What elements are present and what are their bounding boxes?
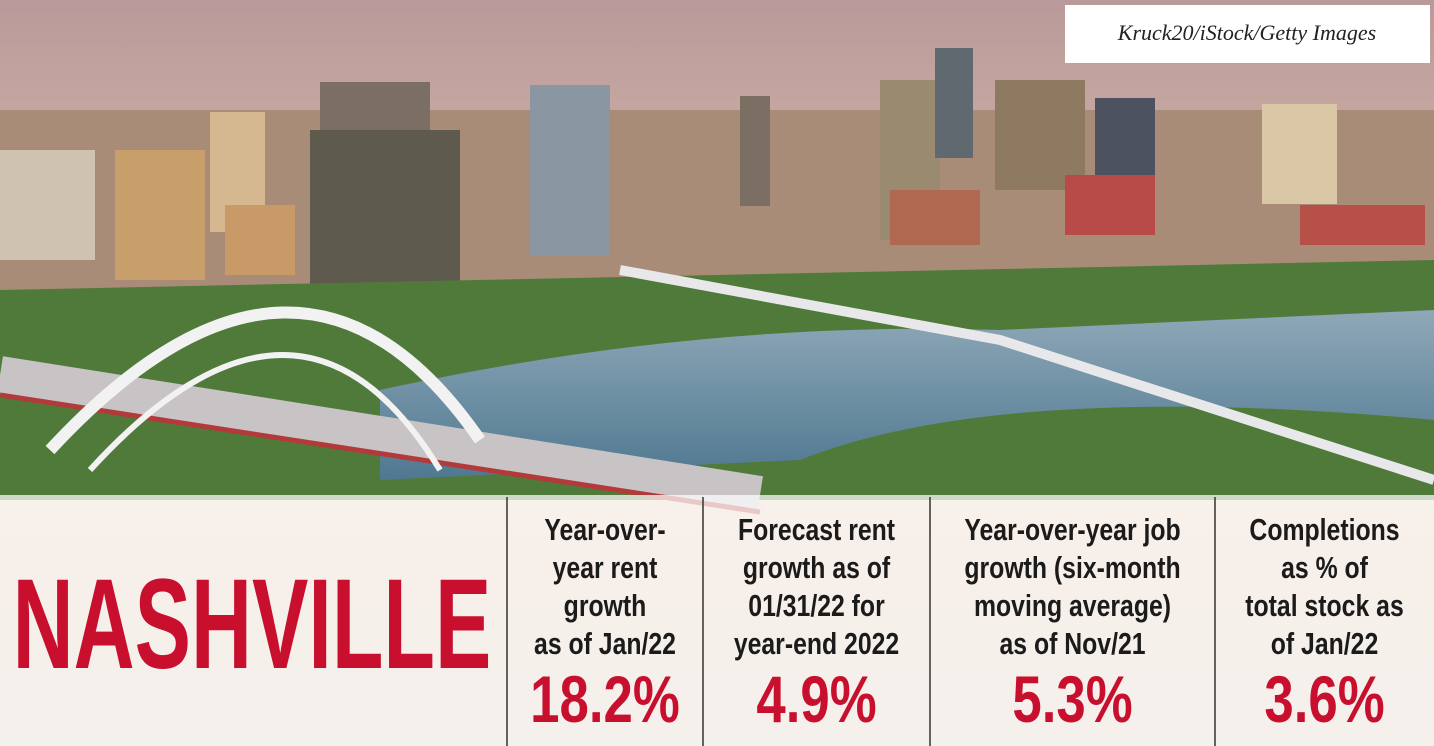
stat-label: as of Nov/21: [999, 626, 1145, 660]
stat-label: total stock as: [1245, 588, 1403, 622]
stat: Year-over-year job growth (six-month movin…: [964, 512, 1180, 736]
photo-credit: Kruck20/iStock/Getty Images: [1117, 20, 1376, 45]
stat-columns: Year-over-year rent growth as of Jan/2218.…: [506, 497, 1404, 746]
stat: Completions as % of total stock as of Jan/2…: [1245, 512, 1403, 736]
stat: Forecast rent growth as of 01/31/22 for yea…: [734, 512, 899, 736]
stat-label: moving average): [974, 588, 1171, 622]
stat-label: Year-over-year job: [964, 512, 1180, 546]
stat-label: as of Jan/22: [534, 626, 676, 660]
stat-value: 5.3%: [1012, 662, 1132, 736]
stat-value: 3.6%: [1264, 662, 1384, 736]
stat-value: 4.9%: [756, 662, 876, 736]
stat-label: 01/31/22 for: [748, 588, 885, 622]
stat-label: Completions: [1249, 512, 1399, 546]
stat: Year-over-year rent growth as of Jan/2218.…: [530, 512, 680, 736]
stat-panel: [0, 495, 1434, 746]
stat-label: growth: [564, 588, 647, 622]
stat-label: Forecast rent: [738, 512, 895, 546]
stat-label: of Jan/22: [1271, 626, 1378, 660]
stat-value: 18.2%: [530, 662, 680, 736]
title-group: NASHVILLE: [13, 552, 492, 695]
stat-label: Year-over-: [544, 512, 665, 546]
stat-label: growth as of: [743, 550, 891, 584]
stat-label: year rent: [553, 550, 658, 584]
credit-box: [1065, 5, 1430, 63]
stat-label: as % of: [1281, 550, 1368, 584]
city-title: NASHVILLE: [13, 552, 492, 695]
stat-label: growth (six-month: [964, 550, 1180, 584]
stat-label: year-end 2022: [734, 626, 899, 660]
